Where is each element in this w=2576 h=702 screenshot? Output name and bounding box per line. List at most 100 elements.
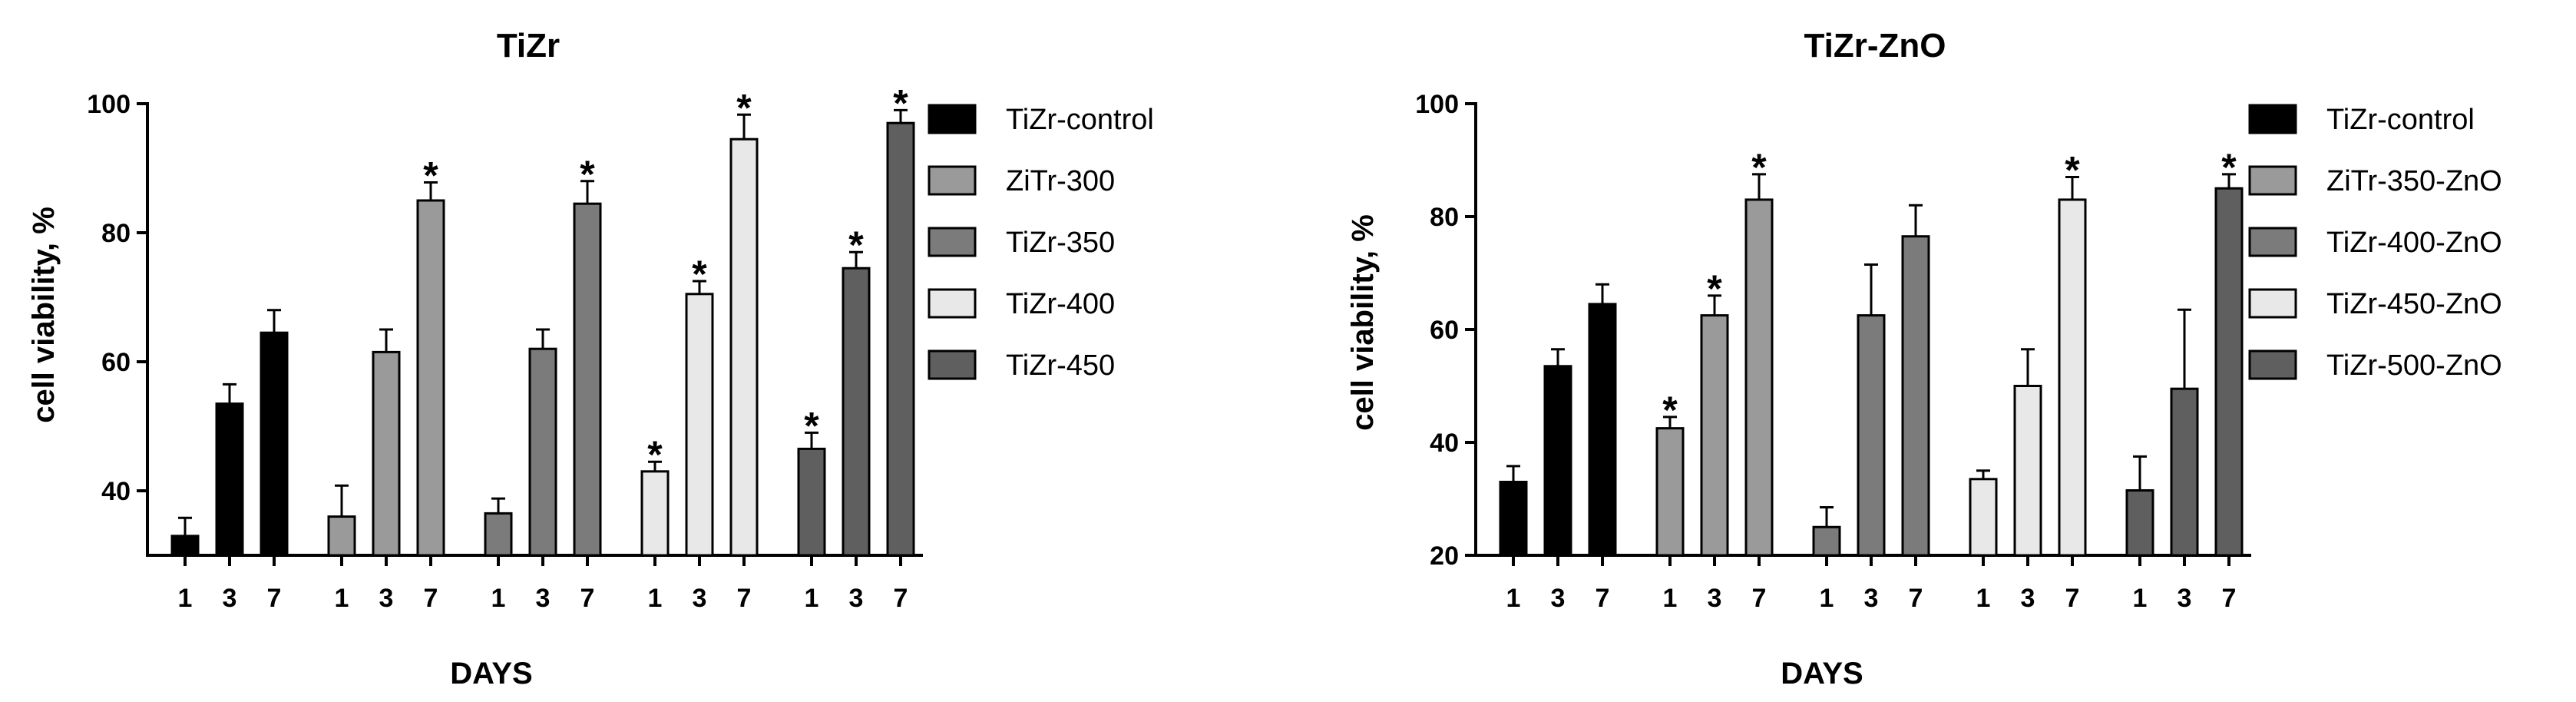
significance-marker: *	[692, 253, 707, 296]
x-tick-label: 1	[1663, 584, 1678, 613]
y-tick-label: 40	[101, 477, 131, 506]
significance-marker: *	[848, 224, 864, 267]
bar	[1499, 480, 1528, 557]
x-tick-label: 7	[2222, 584, 2237, 613]
x-tick-label: 3	[2021, 584, 2035, 613]
x-tick-label: 1	[805, 584, 819, 613]
bar	[842, 267, 871, 557]
bar	[1655, 427, 1685, 557]
bar	[260, 331, 289, 557]
x-tick-label: 1	[491, 584, 506, 613]
x-tick-label: 3	[693, 584, 707, 613]
x-tick-label: 7	[1909, 584, 1923, 613]
bar	[886, 121, 915, 557]
x-tick-label: 3	[536, 584, 551, 613]
bar	[416, 199, 445, 557]
legend-entry: TiZr-500-ZnO	[2326, 349, 2502, 382]
bar	[1969, 478, 1998, 557]
legend-swatch	[928, 349, 977, 380]
legend-swatch	[2248, 288, 2297, 319]
x-tick-label: 3	[849, 584, 864, 613]
y-axis-label: cell viability, %	[27, 207, 61, 423]
y-tick-label: 80	[101, 219, 131, 248]
significance-marker: *	[2065, 149, 2080, 192]
legend-entry: TiZr-control	[2326, 104, 2475, 136]
y-tick-label: 60	[1430, 316, 1459, 345]
significance-marker: *	[736, 86, 752, 129]
bar	[1857, 314, 1886, 557]
x-tick-label: 1	[178, 584, 193, 613]
bar	[729, 137, 759, 557]
chart-title: TiZr	[497, 27, 560, 65]
legend-swatch	[2248, 227, 2297, 257]
bar	[640, 470, 670, 557]
y-tick-label: 60	[101, 348, 131, 377]
x-tick-label: 7	[1752, 584, 1767, 613]
bar	[685, 293, 714, 557]
significance-marker: *	[2221, 146, 2237, 189]
legend-swatch	[2248, 165, 2297, 196]
bar	[2013, 385, 2042, 557]
bar	[573, 202, 602, 557]
bar	[1901, 235, 1930, 557]
legend-entry: ZiTr-300	[1006, 165, 1115, 197]
x-tick-label: 1	[1820, 584, 1834, 613]
x-tick-label: 7	[424, 584, 438, 613]
bar	[372, 350, 401, 557]
legend-entry: TiZr-450	[1006, 349, 1115, 382]
x-tick-label: 7	[737, 584, 752, 613]
legend: TiZr-control ZiTr-300 TiZr-350 TiZr-400 TiZr…	[928, 104, 1154, 382]
significance-marker: *	[1662, 389, 1678, 432]
x-tick-label: 1	[648, 584, 663, 613]
bar	[797, 447, 826, 557]
significance-marker: *	[1751, 146, 1767, 189]
bar	[528, 347, 557, 557]
bar	[484, 512, 513, 557]
bar	[2058, 198, 2087, 557]
y-tick-label: 100	[1415, 90, 1459, 119]
y-axis-label: cell viability, %	[1346, 214, 1380, 431]
x-tick-label: 1	[335, 584, 349, 613]
legend-swatch	[2248, 349, 2297, 380]
significance-marker: *	[647, 433, 663, 476]
x-tick-label: 3	[1864, 584, 1879, 613]
significance-marker: *	[423, 154, 438, 197]
bar	[1744, 198, 1774, 557]
bar	[1588, 303, 1617, 557]
x-tick-label: 3	[223, 584, 237, 613]
significance-marker: *	[580, 153, 595, 196]
bar	[1700, 314, 1729, 557]
legend: TiZr-control ZiTr-350-ZnO TiZr-400-ZnO TiZr…	[2248, 104, 2502, 382]
bar	[215, 402, 244, 557]
bar	[1543, 365, 1572, 557]
bar	[327, 515, 356, 557]
bar	[2170, 387, 2199, 557]
bar	[2214, 187, 2244, 557]
legend-swatch	[928, 227, 977, 257]
legend-swatch	[928, 288, 977, 319]
bar	[170, 535, 200, 557]
x-axis-label: DAYS	[1781, 657, 1863, 690]
x-tick-label: 7	[2065, 584, 2080, 613]
chart-panel-tizr-zno: TiZr-ZnO cell viability, % DAYS 20 40 60 80…	[1346, 27, 2502, 690]
x-tick-label: 1	[1506, 584, 1521, 613]
legend-swatch	[928, 104, 977, 134]
y-tick-label: 20	[1430, 541, 1459, 571]
x-tick-label: 3	[379, 584, 394, 613]
legend-entry: TiZr-400	[1006, 288, 1115, 320]
legend-entry: TiZr-350	[1006, 227, 1115, 259]
y-tick-label: 40	[1430, 429, 1459, 458]
x-tick-label: 7	[267, 584, 282, 613]
legend-swatch	[2248, 104, 2297, 134]
x-tick-label: 7	[580, 584, 595, 613]
legend-entry: TiZr-400-ZnO	[2326, 227, 2502, 259]
x-tick-label: 3	[1551, 584, 1566, 613]
x-tick-label: 1	[2133, 584, 2148, 613]
x-tick-label: 7	[1596, 584, 1610, 613]
y-tick-label: 100	[87, 90, 131, 119]
bar	[1812, 525, 1841, 557]
significance-marker: *	[804, 404, 819, 447]
